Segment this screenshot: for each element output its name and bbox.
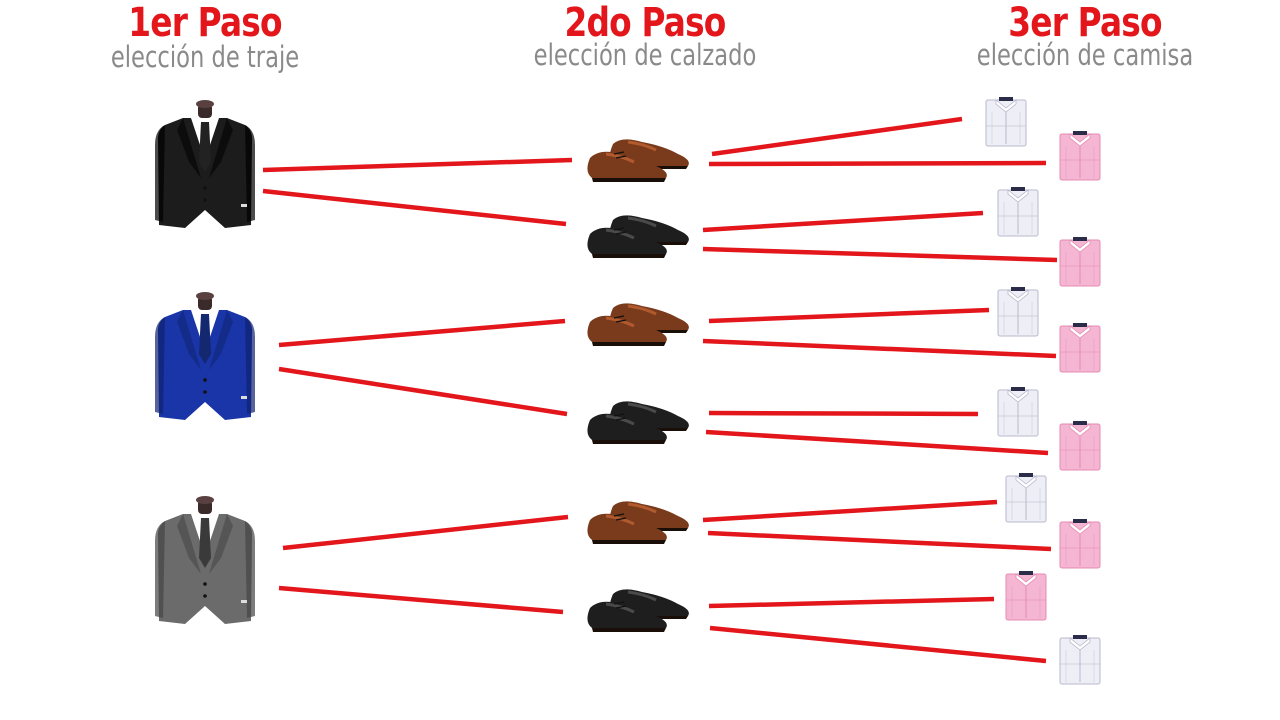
connector-line bbox=[707, 530, 1052, 552]
shirt-icon bbox=[997, 287, 1039, 337]
step-3-header: 3er Paso elección de camisa bbox=[905, 0, 1265, 70]
shirt-icon bbox=[1059, 635, 1101, 685]
connector-line bbox=[708, 410, 979, 417]
connector-line bbox=[708, 160, 1047, 167]
shirt-icon bbox=[997, 387, 1039, 437]
connector-line bbox=[702, 338, 1057, 359]
step-3-subtitle: elección de camisa bbox=[976, 38, 1194, 72]
shirt-icon bbox=[997, 187, 1039, 237]
connector-line bbox=[705, 429, 1049, 456]
suit-icon bbox=[155, 100, 255, 228]
step-2-header: 2do Paso elección de calzado bbox=[465, 0, 825, 70]
shirt-icon bbox=[1059, 131, 1101, 181]
shoes-icon bbox=[587, 501, 689, 544]
connector-line bbox=[278, 366, 568, 417]
connector-line bbox=[278, 585, 564, 615]
shirt-icon bbox=[1005, 571, 1047, 621]
shirt-icon bbox=[985, 97, 1027, 147]
shirt-icon bbox=[1059, 323, 1101, 373]
step-2-subtitle: elección de calzado bbox=[533, 38, 757, 72]
connector-line bbox=[278, 318, 566, 348]
shoes-icon bbox=[587, 215, 689, 258]
shirt-icon bbox=[1059, 237, 1101, 287]
diagram-items bbox=[155, 97, 1101, 685]
step-1-header: 1er Paso elección de traje bbox=[25, 0, 385, 72]
shoes-icon bbox=[587, 139, 689, 182]
shirt-icon bbox=[1059, 519, 1101, 569]
shoes-icon bbox=[587, 589, 689, 632]
shoes-icon bbox=[587, 401, 689, 444]
suit-icon bbox=[155, 496, 255, 624]
step-1-subtitle: elección de traje bbox=[110, 40, 300, 74]
shirt-icon bbox=[1005, 473, 1047, 523]
connector-line bbox=[262, 188, 567, 227]
connector-line bbox=[262, 157, 573, 173]
connector-line bbox=[702, 210, 984, 233]
connector-line bbox=[282, 514, 569, 551]
connector-line bbox=[702, 499, 998, 523]
connector-line bbox=[708, 596, 995, 609]
connector-lines bbox=[262, 116, 1058, 664]
step-1-title: 1er Paso bbox=[128, 0, 282, 46]
shoes-icon bbox=[587, 303, 689, 346]
connector-line bbox=[711, 116, 963, 157]
connector-line bbox=[702, 246, 1058, 263]
shirt-icon bbox=[1059, 421, 1101, 471]
step-2-title: 2do Paso bbox=[564, 0, 726, 46]
step-3-title: 3er Paso bbox=[1008, 0, 1162, 46]
connector-line bbox=[708, 307, 990, 324]
suit-icon bbox=[155, 292, 255, 420]
connector-line bbox=[709, 625, 1047, 664]
